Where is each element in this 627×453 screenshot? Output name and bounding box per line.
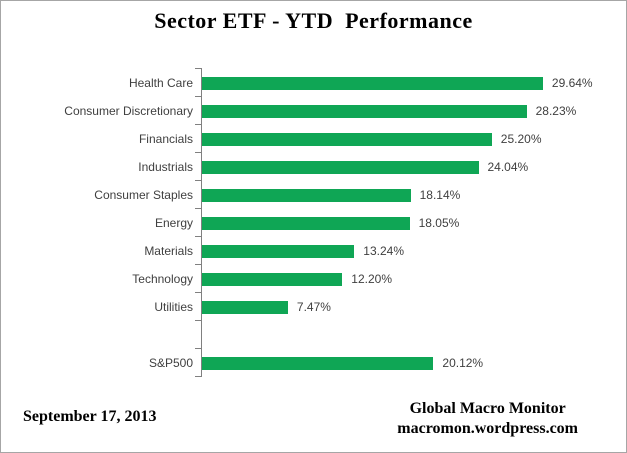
- data-bar: [202, 76, 543, 90]
- value-label: 18.05%: [418, 216, 460, 230]
- data-bar: [202, 216, 410, 230]
- chart-row: S&P500 20.12%: [1, 348, 626, 377]
- bar-area: 24.04%: [195, 152, 626, 181]
- axis-tick: [195, 68, 202, 69]
- axis-tick: [195, 236, 202, 237]
- chart-row: Health Care 29.64%: [1, 68, 626, 97]
- axis-tick: [195, 264, 202, 265]
- value-label: 20.12%: [442, 356, 484, 370]
- data-bar: [202, 356, 434, 370]
- data-bar: [202, 188, 411, 202]
- data-bar: [202, 244, 355, 258]
- chart-row: [1, 320, 626, 349]
- category-label: Materials: [144, 244, 193, 258]
- bar-area: 13.24%: [195, 236, 626, 265]
- bar-area: 28.23%: [195, 96, 626, 125]
- data-bar: [202, 132, 492, 146]
- chart-row: Utilities 7.47%: [1, 292, 626, 321]
- chart-row: Consumer Discretionary 28.23%: [1, 96, 626, 125]
- bar-area: 20.12%: [195, 348, 626, 377]
- footer-date: September 17, 2013: [23, 408, 157, 425]
- category-label: S&P500: [148, 356, 193, 370]
- axis-tick: [195, 180, 202, 181]
- chart-title: Sector ETF - YTD Performance: [154, 8, 473, 33]
- axis-tick: [195, 152, 202, 153]
- category-label: Financials: [138, 132, 193, 146]
- value-label: 7.47%: [296, 300, 331, 314]
- value-label: 18.14%: [419, 188, 461, 202]
- axis-tick: [195, 124, 202, 125]
- footer-source-url: macromon.wordpress.com: [397, 420, 578, 437]
- value-label: 24.04%: [487, 160, 529, 174]
- bar-area: 7.47%: [195, 292, 626, 321]
- value-label: 13.24%: [363, 244, 404, 258]
- chart-row: Materials 13.24%: [1, 236, 626, 265]
- axis-tick: [195, 208, 202, 209]
- value-label: 25.20%: [500, 132, 542, 146]
- bar-area: 25.20%: [195, 124, 626, 153]
- axis-tick: [195, 292, 202, 293]
- data-bar: [202, 104, 527, 118]
- chart-row: Technology 12.20%: [1, 264, 626, 293]
- axis-tick: [195, 96, 202, 97]
- data-bar: [202, 160, 479, 174]
- chart-row: Consumer Staples 18.14%: [1, 180, 626, 209]
- bar-area: 29.64%: [195, 68, 626, 97]
- chart-row: Financials 25.20%: [1, 124, 626, 153]
- category-label: Consumer Discretionary: [64, 104, 193, 118]
- value-label: 12.20%: [351, 272, 392, 286]
- category-label: Industrials: [138, 160, 193, 174]
- footer-source: Global Macro Monitor macromon.wordpress.…: [397, 399, 578, 439]
- bar-chart-plot: Health Care 29.64% Consumer Discretionary 2…: [1, 68, 626, 377]
- chart-row: Energy 18.05%: [1, 208, 626, 237]
- data-bar: [202, 300, 288, 314]
- bar-area: 18.14%: [195, 180, 626, 209]
- axis-tick: [195, 376, 202, 377]
- value-label: 28.23%: [535, 104, 577, 118]
- footer-source-name: Global Macro Monitor: [409, 400, 566, 417]
- category-label: Consumer Staples: [94, 188, 193, 202]
- category-label: Health Care: [128, 76, 193, 90]
- category-label: Technology: [132, 272, 193, 286]
- value-label: 29.64%: [551, 76, 593, 90]
- chart-row: Industrials 24.04%: [1, 152, 626, 181]
- axis-tick: [195, 320, 202, 321]
- bar-area: 18.05%: [195, 208, 626, 237]
- category-label: Utilities: [154, 300, 193, 314]
- category-label: Energy: [154, 216, 193, 230]
- data-bar: [202, 272, 343, 286]
- bar-area: 12.20%: [195, 264, 626, 293]
- bar-area: [195, 320, 626, 349]
- axis-tick: [195, 348, 202, 349]
